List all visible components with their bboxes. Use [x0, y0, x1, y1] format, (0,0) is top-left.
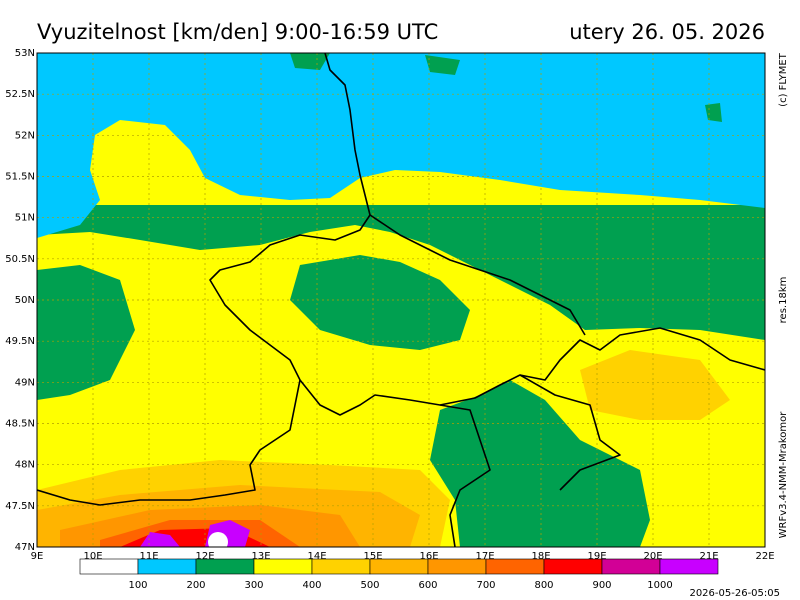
lon-label: 13E [251, 551, 270, 562]
lon-label: 21E [699, 551, 718, 562]
lon-label: 15E [363, 551, 382, 562]
lon-label: 9E [31, 551, 44, 562]
resolution: res.18km [778, 277, 789, 324]
lat-label: 49N [15, 377, 35, 388]
timestamp: 2026-05-26-05:05 [689, 588, 780, 599]
lon-label: 18E [531, 551, 550, 562]
title: Vyuzitelnost [km/den] 9:00-16:59 UTC [37, 20, 438, 44]
colorbar-swatch [659, 558, 719, 575]
grid [37, 53, 765, 547]
lat-label: 51N [15, 213, 35, 224]
lat-label: 52.5N [5, 89, 35, 100]
colorbar: 100 200 300 400 500 600 700 800 900 1000 [79, 558, 719, 591]
map-field [37, 53, 765, 547]
colorbar-label: 800 [534, 580, 553, 591]
lon-label: 19E [587, 551, 606, 562]
map-frame [36, 52, 766, 548]
lon-label: 10E [83, 551, 102, 562]
lat-label: 48.5N [5, 419, 35, 430]
colorbar-label: 400 [302, 580, 321, 591]
lon-label: 14E [307, 551, 326, 562]
colorbar-label: 700 [476, 580, 495, 591]
lat-label: 52N [15, 130, 35, 141]
colorbar-label: 600 [418, 580, 437, 591]
lat-label: 47N [15, 542, 35, 553]
colorbar-label: 900 [592, 580, 611, 591]
lon-label: 11E [139, 551, 158, 562]
lon-label: 16E [419, 551, 438, 562]
colorbar-label: 300 [244, 580, 263, 591]
lat-label: 48N [15, 460, 35, 471]
lat-label: 49.5N [5, 336, 35, 347]
colorbar-label: 200 [186, 580, 205, 591]
lat-label: 50N [15, 295, 35, 306]
lat-label: 50.5N [5, 254, 35, 265]
lon-label: 20E [643, 551, 662, 562]
colorbar-label: 1000 [647, 580, 672, 591]
lat-label: 51.5N [5, 172, 35, 183]
model: WRFv3.4-NMM-Mrakomor [778, 411, 789, 539]
copyright: (c) FLYMET [778, 52, 789, 107]
colorbar-label: 100 [128, 580, 147, 591]
colorbar-label: 500 [360, 580, 379, 591]
lon-label: 22E [755, 551, 774, 562]
lat-label: 53N [15, 48, 35, 59]
lat-label: 47.5N [5, 501, 35, 512]
lon-label: 12E [195, 551, 214, 562]
lon-label: 17E [475, 551, 494, 562]
date: utery 26. 05. 2026 [569, 20, 765, 44]
